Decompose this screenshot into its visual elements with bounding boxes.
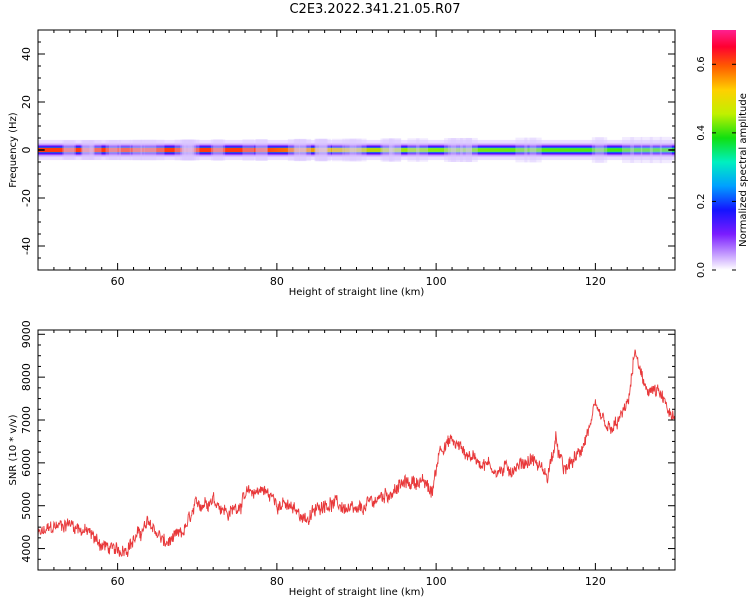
band-texture [63,140,76,160]
band-core [38,147,675,153]
band-texture [82,140,95,160]
band-texture [80,140,93,160]
top-xtick-label: 120 [585,275,606,288]
colorbar: 0.0 0.2 0.4 0.6 Normalized spectral amplitud… [696,30,749,278]
band-texture [294,138,307,162]
band-texture [132,139,145,161]
band-texture [354,138,367,162]
top-ytick-label: 0 [20,147,33,154]
top-ytick-label: 20 [20,95,33,109]
top-ytick-label: -40 [20,237,33,255]
band-texture [529,137,542,163]
snr-series-line [38,349,675,558]
band-texture [382,138,395,162]
bottom-xtick-label: 100 [426,575,447,588]
band-texture [515,137,528,163]
top-xaxis-label: Height of straight line (km) [289,287,425,298]
colorbar-tick-label: 0.6 [696,56,707,72]
band-texture [82,140,95,160]
band-texture [450,138,463,162]
band-texture [152,139,165,161]
band-texture [144,139,157,161]
band-texture [287,138,300,162]
band-texture [388,138,401,162]
band-texture [140,139,153,161]
band-texture [314,138,327,162]
band-texture [595,137,608,163]
bottom-ytick-label: 5000 [20,492,33,520]
figure-title: C2E3.2022.341.21.05.R07 [289,2,461,17]
band-texture [459,137,472,163]
top-xtick-label: 60 [111,275,125,288]
band-texture [622,137,635,163]
band-texture [640,136,653,164]
band-texture [649,136,662,164]
band-texture [213,139,226,161]
band-texture [181,139,194,161]
band-texture [342,138,355,162]
band-texture [184,139,197,161]
band-texture [318,138,331,162]
bottom-ytick-label: 9000 [20,320,33,348]
snr-panel: 60 80 100 120 4000 5000 6000 7000 8000 9000 Height… [8,320,676,598]
band-texture [465,137,478,163]
band-texture [380,138,393,162]
bottom-xtick-label: 60 [111,575,125,588]
band-texture [659,136,672,164]
spectrogram-band-group [38,136,675,164]
spectrogram-panel: 60 80 100 120 -40 -20 0 20 40 Height of straight … [8,29,676,298]
bottom-ytick-label: 7000 [20,406,33,434]
bottom-ytick-label: 6000 [20,449,33,477]
band-texture [524,137,537,163]
band-texture [416,138,429,162]
bottom-ytick-label: 8000 [20,363,33,391]
top-yaxis-label: Frequency (Hz) [8,112,19,188]
band-texture [108,139,121,161]
band-texture [389,138,402,162]
band-texture [182,139,195,161]
band-texture [174,139,187,161]
bottom-xaxis-label: Height of straight line (km) [289,587,425,598]
band-texture [460,137,473,163]
band-texture [105,139,118,161]
bottom-xtick-label: 80 [270,575,284,588]
band-texture [118,139,131,161]
top-ytick-label: -20 [20,189,33,207]
bottom-xtick-label: 120 [585,575,606,588]
top-xtick-label: 80 [270,275,284,288]
colorbar-tick-label: 0.4 [696,125,707,141]
band-texture [254,139,267,161]
band-texture [314,138,327,162]
band-texture [344,138,357,162]
colorbar-label: Normalized spectral amplitude [738,93,749,247]
band-texture [242,139,255,161]
colorbar-tick-label: 0.2 [696,193,707,209]
band-texture [630,137,643,163]
band-texture [407,138,420,162]
band-texture [293,138,306,162]
top-ytick-label: 40 [20,47,33,61]
band-texture [62,140,75,160]
band-texture [331,138,344,162]
bottom-yaxis-label: SNR (10 * v/v) [8,414,19,485]
bottom-ytick-label: 4000 [20,535,33,563]
band-texture [129,139,142,161]
band-texture [591,137,604,163]
band-texture [210,139,223,161]
band-texture [89,140,102,160]
band-texture [256,139,269,161]
colorbar-gradient [712,30,736,270]
band-texture [315,138,328,162]
colorbar-tick-label: 0.0 [696,262,707,278]
top-xtick-label: 100 [426,275,447,288]
band-texture [447,138,460,162]
band-texture [180,139,193,161]
band-texture [299,138,312,162]
band-texture [349,138,362,162]
band-texture [444,138,457,162]
band-texture [187,139,200,161]
